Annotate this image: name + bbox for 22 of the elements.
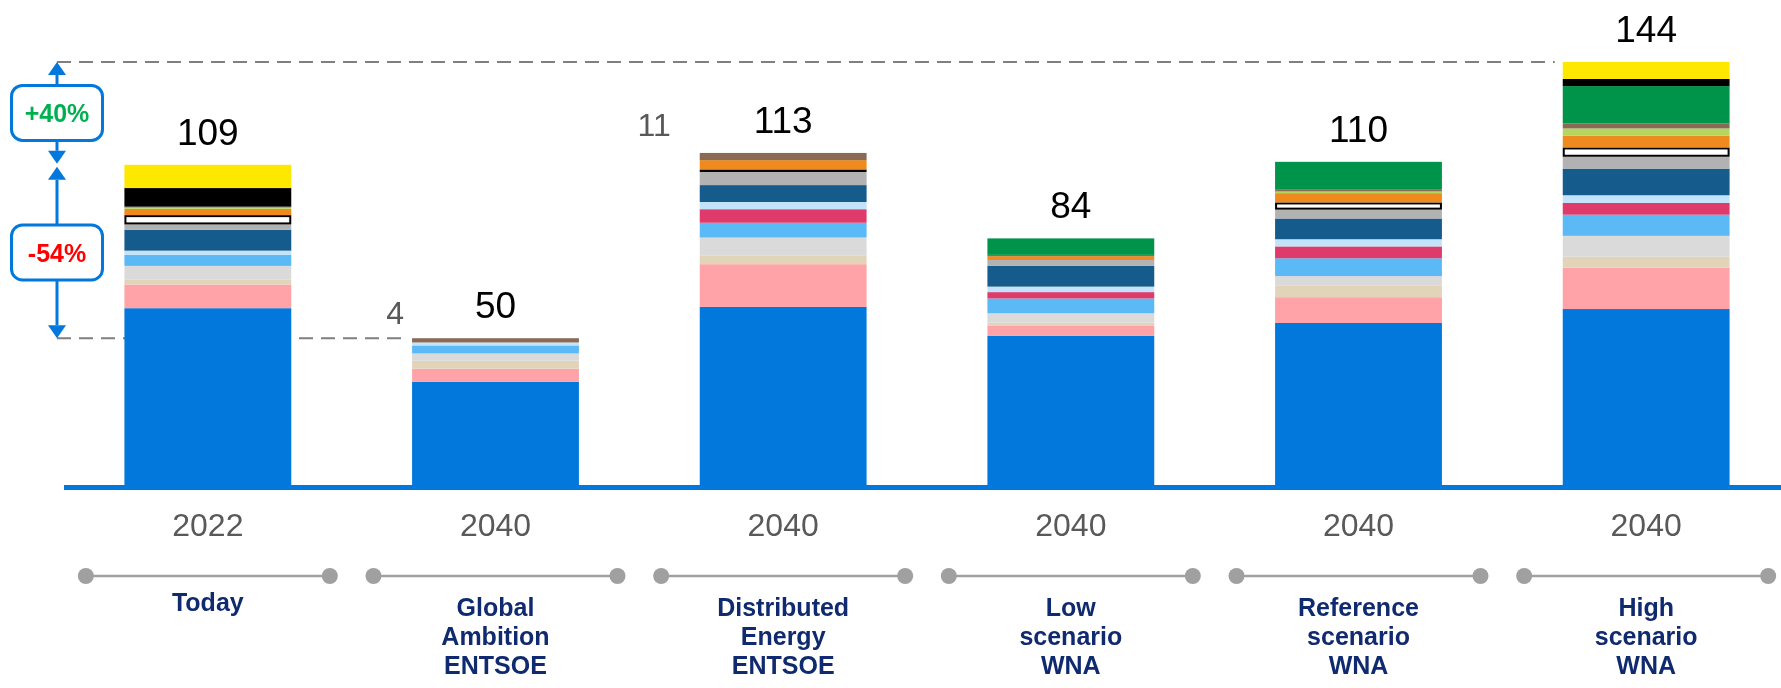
text: Global Ambition ENTSOE [441, 593, 550, 679]
annotation: 84 [1050, 185, 1092, 227]
x-tick-label: 2040 [1035, 507, 1107, 543]
x-tick-label: 2040 [747, 507, 819, 543]
annotation: 4 [386, 295, 405, 332]
text: Today [171, 588, 244, 616]
annotation: 109 [176, 111, 239, 153]
text: High scenario WNA [1594, 593, 1698, 679]
annotation: 110 [1329, 108, 1388, 150]
x-tick-label: 2040 [1610, 507, 1682, 543]
annotation: 113 [753, 99, 813, 141]
x-tick-label: 2040 [459, 507, 532, 543]
text: Distributed Energy ENTSOE [717, 593, 850, 679]
text: Low scenario WNA [1019, 593, 1123, 679]
annotation: 11 [637, 106, 671, 143]
annotation: 50 [474, 285, 517, 327]
annotation: -54% [27, 238, 87, 267]
text: Reference scenario WNA [1298, 593, 1420, 679]
x-tick-label: 2040 [1322, 507, 1395, 543]
annotation: +40% [24, 98, 90, 127]
text: 144 [1615, 9, 1678, 50]
x-tick-label: 2022 [172, 507, 244, 543]
